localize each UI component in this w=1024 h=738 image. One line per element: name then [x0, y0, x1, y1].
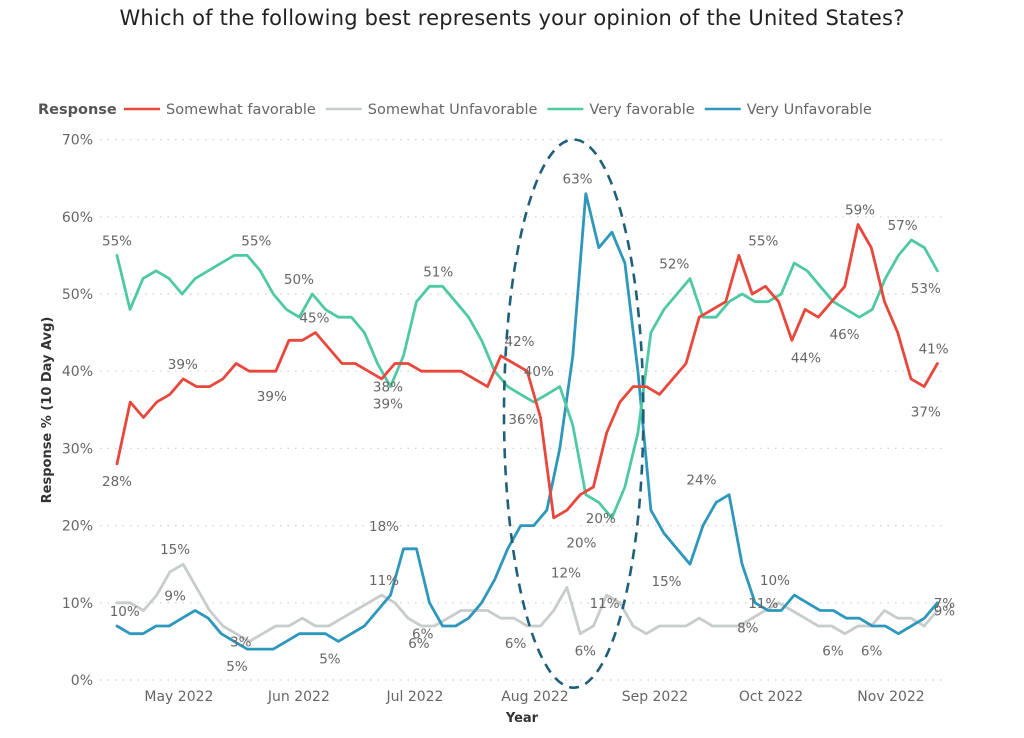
- data-label: 18%: [369, 519, 399, 535]
- data-label: 55%: [241, 233, 271, 249]
- legend-item-label[interactable]: Very Unfavorable: [747, 102, 872, 118]
- data-label: 7%: [934, 596, 956, 612]
- x-tick-label: Aug 2022: [501, 689, 568, 705]
- data-label: 55%: [748, 233, 778, 249]
- data-label: 10%: [110, 604, 140, 620]
- data-label: 40%: [524, 364, 554, 380]
- x-tick-label: May 2022: [144, 689, 213, 705]
- highlight-ellipse: [502, 138, 645, 690]
- legend-item-label[interactable]: Very favorable: [589, 102, 694, 118]
- y-axis-title: Response % (10 Day Avg): [40, 317, 55, 504]
- data-label: 45%: [299, 311, 329, 327]
- data-label: 12%: [551, 565, 581, 581]
- data-label: 5%: [226, 659, 248, 675]
- data-label: 6%: [408, 636, 430, 652]
- y-tick-label: 50%: [62, 287, 93, 303]
- data-label: 15%: [651, 574, 681, 590]
- data-label: 44%: [791, 350, 821, 366]
- data-label: 59%: [845, 203, 875, 219]
- x-tick-label: Sep 2022: [622, 689, 688, 705]
- data-label: 6%: [575, 644, 597, 660]
- data-label: 46%: [830, 327, 860, 343]
- y-tick-label: 20%: [62, 519, 93, 535]
- series-line-somewhat-unfavorable[interactable]: [115, 562, 939, 643]
- data-label: 39%: [257, 389, 287, 405]
- data-label: 6%: [412, 627, 434, 643]
- legend: Response Somewhat favorable Somewhat Unfa…: [38, 102, 872, 118]
- data-label: 6%: [505, 636, 527, 652]
- series-line-very-favorable[interactable]: [115, 238, 939, 520]
- legend-item-label[interactable]: Somewhat Unfavorable: [368, 102, 538, 118]
- x-axis-title: Year: [505, 711, 539, 726]
- data-label: 57%: [888, 218, 918, 234]
- data-labels: 55% 55%50%39%51%36%20%52%46%57%53%28%39%3…: [102, 172, 955, 675]
- y-tick-label: 0%: [71, 673, 93, 689]
- series-line-somewhat-favorable[interactable]: [115, 223, 939, 520]
- y-tick-label: 70%: [62, 133, 93, 149]
- data-label: 11%: [590, 596, 620, 612]
- data-label: 24%: [686, 473, 716, 489]
- gridlines: [100, 139, 945, 681]
- y-tick-label: 60%: [62, 210, 93, 226]
- y-tick-label: 40%: [62, 364, 93, 380]
- y-axis-ticks: 0% 10% 20% 30% 40% 50% 60% 70%: [62, 133, 93, 689]
- data-label: 20%: [586, 511, 616, 527]
- data-label: 38%: [373, 380, 403, 396]
- series-line-very-unfavorable[interactable]: [115, 192, 939, 651]
- data-label: 10%: [760, 573, 790, 589]
- data-label: 6%: [822, 644, 844, 660]
- data-label: 6%: [861, 644, 883, 660]
- data-label: 8%: [737, 621, 759, 637]
- data-label: 50%: [284, 272, 314, 288]
- data-label: 9%: [164, 589, 186, 605]
- data-label: 55%: [102, 233, 132, 249]
- y-tick-label: 30%: [62, 441, 93, 457]
- legend-item-label[interactable]: Somewhat favorable: [166, 102, 316, 118]
- data-label: 39%: [373, 397, 403, 413]
- data-label: 5%: [319, 651, 341, 667]
- data-label: 42%: [504, 334, 534, 350]
- legend-title: Response: [38, 102, 117, 118]
- x-tick-label: Jun 2022: [267, 689, 330, 705]
- data-label: 51%: [423, 264, 453, 280]
- chart-title: Which of the following best represents y…: [119, 6, 905, 30]
- data-label: 3%: [230, 634, 252, 650]
- data-label: 9%: [934, 604, 956, 620]
- data-label: 11%: [369, 573, 399, 589]
- x-tick-label: Oct 2022: [739, 689, 803, 705]
- data-label: 20%: [566, 536, 596, 552]
- data-label: 63%: [562, 172, 592, 188]
- x-axis-ticks: May 2022 Jun 2022 Jul 2022 Aug 2022 Sep 2022…: [144, 689, 924, 705]
- data-label: 37%: [911, 404, 941, 420]
- data-label: 53%: [911, 281, 941, 297]
- data-label: 36%: [508, 412, 538, 428]
- annotations: [502, 138, 645, 690]
- data-label: 28%: [102, 474, 132, 490]
- y-tick-label: 10%: [62, 596, 93, 612]
- data-label: 52%: [659, 257, 689, 273]
- data-label: 15%: [160, 542, 190, 558]
- data-label: 41%: [919, 342, 949, 358]
- x-tick-label: Jul 2022: [385, 689, 443, 705]
- data-label: 11%: [748, 596, 778, 612]
- series-lines: [115, 192, 939, 651]
- data-label: 39%: [168, 357, 198, 373]
- x-tick-label: Nov 2022: [857, 689, 924, 705]
